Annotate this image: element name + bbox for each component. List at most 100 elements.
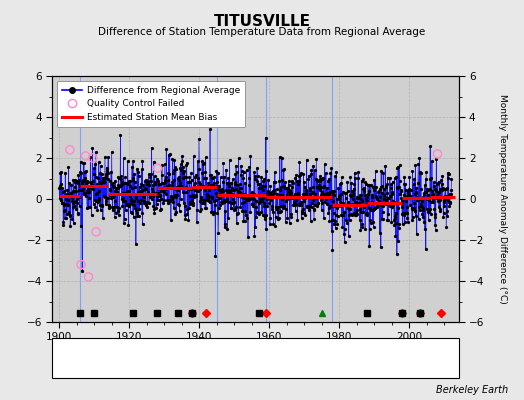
Point [327,203,335,209]
Point [365,243,374,250]
Point [101,194,109,200]
Point [257,174,265,181]
Point [130,184,139,190]
Point [387,181,395,188]
Point [104,170,112,176]
Point [216,174,225,180]
Point [367,182,375,188]
Text: ◆: ◆ [59,355,67,365]
Point [60,201,68,208]
Point [311,166,319,173]
Point [334,196,343,203]
Point [392,174,400,181]
Point [280,166,288,173]
Point [345,212,354,218]
Point [166,198,174,204]
Point [308,190,316,196]
Point [223,179,231,186]
Point [210,209,219,216]
Point [83,205,91,211]
Point [95,194,103,201]
Point [423,186,431,192]
Point [138,221,147,227]
Point [248,200,257,207]
Point [80,168,89,175]
Point [79,177,87,183]
Point [213,184,222,190]
Point [202,194,211,200]
Point [117,181,126,187]
Point [121,174,129,180]
Point [381,196,390,203]
Point [109,180,117,186]
Point [58,184,66,191]
Point [230,186,238,193]
Point [75,177,83,184]
Point [314,185,323,192]
Point [319,194,327,200]
Point [113,188,121,195]
Point [402,210,411,216]
Point [418,198,426,204]
Point [181,216,190,222]
Point [142,178,150,184]
Point [295,172,303,179]
Point [395,162,403,168]
Point [374,188,383,195]
Point [147,178,155,184]
Point [363,210,372,216]
Point [347,193,355,199]
Point [204,184,213,191]
Point [386,175,394,181]
Point [406,201,414,208]
Point [197,205,205,212]
Point [380,192,388,198]
Point [202,154,210,160]
Point [313,202,321,208]
Point [101,154,109,160]
Point [183,185,192,192]
Point [107,195,116,201]
Point [180,199,188,206]
Point [250,175,259,182]
Point [213,192,221,199]
Point [264,195,272,201]
Point [414,180,422,186]
Point [199,161,207,167]
Point [401,180,410,187]
Point [389,198,397,204]
Point [446,200,454,206]
Point [288,194,297,200]
Point [386,203,395,210]
Point [82,181,90,187]
Point [178,188,187,195]
Point [355,201,363,207]
Point [350,181,358,188]
Point [244,196,253,202]
Point [215,195,223,202]
Point [227,191,236,198]
Point [78,179,86,185]
Point [82,193,91,200]
Point [340,230,348,237]
Point [427,186,435,192]
Point [152,204,160,211]
Point [143,199,151,206]
Point [305,207,313,213]
Point [213,179,221,186]
Point [160,180,168,186]
Point [420,219,428,225]
Point [400,219,409,225]
Point [215,186,224,193]
Point [415,196,423,202]
Point [205,187,213,194]
Point [115,205,124,212]
Point [137,189,145,195]
Point [368,219,377,226]
Point [336,203,345,209]
Point [188,193,196,199]
Point [93,206,102,213]
Point [73,211,82,218]
Point [157,188,166,194]
Point [136,200,145,206]
